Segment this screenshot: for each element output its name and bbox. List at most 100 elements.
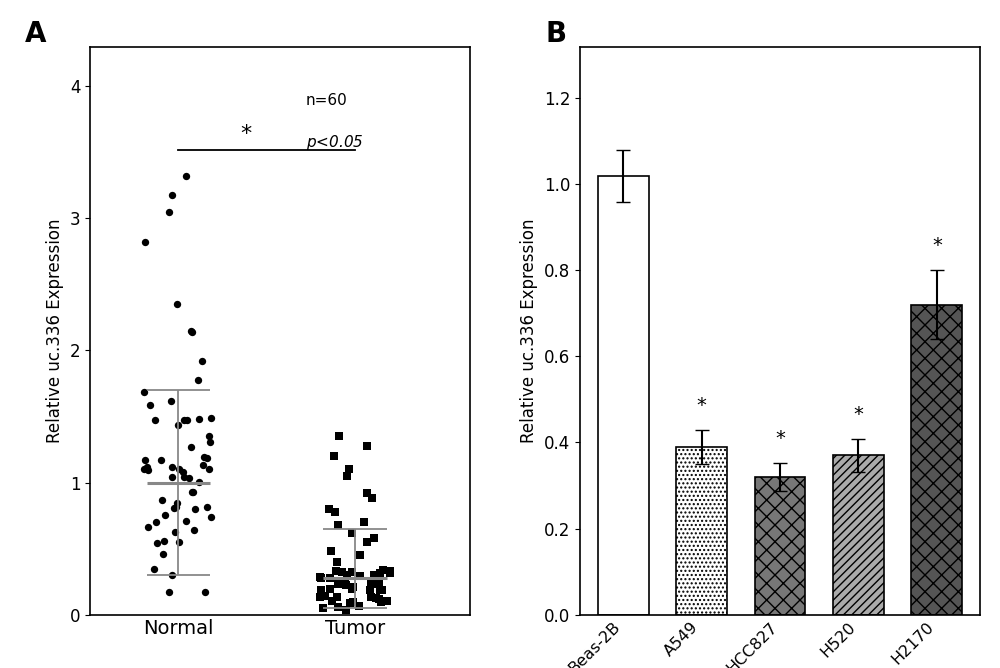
Point bbox=[365, 575, 381, 586]
Text: *: * bbox=[697, 395, 707, 415]
Point bbox=[327, 506, 343, 517]
Point bbox=[363, 576, 379, 587]
Point bbox=[324, 596, 340, 607]
Point bbox=[196, 452, 212, 462]
Point bbox=[363, 591, 379, 602]
Point bbox=[183, 442, 199, 452]
Point bbox=[186, 524, 202, 535]
Point bbox=[190, 374, 206, 385]
Point bbox=[171, 464, 187, 475]
Point bbox=[339, 569, 355, 580]
Point bbox=[161, 587, 177, 597]
Point bbox=[359, 488, 375, 498]
Point bbox=[199, 501, 215, 512]
Point bbox=[330, 579, 346, 590]
Point bbox=[352, 570, 368, 581]
Point bbox=[372, 585, 388, 596]
Point bbox=[179, 415, 195, 426]
Point bbox=[155, 548, 171, 559]
Point bbox=[371, 578, 387, 589]
Point bbox=[330, 602, 346, 613]
Point bbox=[140, 522, 156, 532]
Point bbox=[339, 470, 355, 481]
Bar bbox=[755, 477, 805, 615]
Point bbox=[203, 413, 219, 424]
Point bbox=[382, 565, 398, 576]
Point bbox=[201, 464, 217, 475]
Y-axis label: Relative uc.336 Expression: Relative uc.336 Expression bbox=[46, 218, 64, 443]
Point bbox=[136, 463, 152, 474]
Point bbox=[161, 206, 177, 217]
Point bbox=[137, 455, 153, 466]
Point bbox=[154, 494, 170, 505]
Point bbox=[345, 581, 361, 592]
Text: *: * bbox=[240, 124, 251, 144]
Point bbox=[183, 325, 199, 336]
Point bbox=[157, 510, 173, 521]
Point bbox=[337, 575, 353, 586]
Point bbox=[338, 579, 354, 590]
Point bbox=[139, 462, 155, 472]
Point bbox=[329, 592, 345, 603]
Point bbox=[187, 504, 203, 514]
Bar bbox=[598, 176, 649, 615]
Text: *: * bbox=[775, 429, 785, 448]
Point bbox=[191, 477, 207, 488]
Point bbox=[359, 536, 375, 547]
Point bbox=[364, 493, 380, 504]
Point bbox=[185, 486, 201, 497]
Point bbox=[321, 504, 337, 514]
Point bbox=[191, 413, 207, 424]
Point bbox=[356, 517, 372, 528]
Point bbox=[328, 565, 344, 576]
Point bbox=[156, 536, 172, 546]
Point bbox=[142, 400, 158, 411]
Point bbox=[184, 327, 200, 338]
Point bbox=[345, 597, 361, 607]
Text: A: A bbox=[25, 20, 46, 48]
Point bbox=[359, 440, 375, 451]
Point bbox=[331, 431, 347, 442]
Point bbox=[166, 503, 182, 514]
Point bbox=[313, 572, 329, 583]
Point bbox=[322, 583, 338, 594]
Bar bbox=[676, 447, 727, 615]
Point bbox=[169, 299, 185, 309]
Point bbox=[351, 601, 367, 611]
Point bbox=[344, 567, 360, 578]
Point bbox=[178, 171, 194, 182]
Point bbox=[171, 537, 187, 548]
Point bbox=[147, 415, 163, 426]
Point bbox=[317, 591, 333, 601]
Point bbox=[184, 486, 200, 497]
Point bbox=[148, 517, 164, 528]
Point bbox=[201, 431, 217, 442]
Point bbox=[202, 436, 218, 447]
Point bbox=[197, 587, 213, 597]
Point bbox=[137, 237, 153, 248]
Point bbox=[146, 563, 162, 574]
Bar bbox=[833, 456, 884, 615]
Point bbox=[169, 498, 185, 508]
Point bbox=[373, 597, 389, 607]
Point bbox=[194, 355, 210, 366]
Point bbox=[164, 189, 180, 200]
Point bbox=[342, 598, 358, 609]
Text: $p$<0.05: $p$<0.05 bbox=[306, 132, 363, 152]
Point bbox=[374, 584, 390, 595]
Point bbox=[344, 584, 360, 595]
Point bbox=[163, 395, 179, 406]
Point bbox=[366, 569, 382, 580]
Point bbox=[382, 568, 398, 578]
Point bbox=[203, 512, 219, 522]
Point bbox=[338, 605, 354, 615]
Point bbox=[371, 594, 387, 605]
Point bbox=[322, 573, 338, 584]
Point bbox=[164, 472, 180, 482]
Text: *: * bbox=[932, 236, 942, 255]
Point bbox=[175, 466, 191, 477]
Point bbox=[367, 578, 383, 589]
Point bbox=[136, 386, 152, 397]
Point bbox=[368, 593, 384, 604]
Point bbox=[313, 585, 329, 596]
